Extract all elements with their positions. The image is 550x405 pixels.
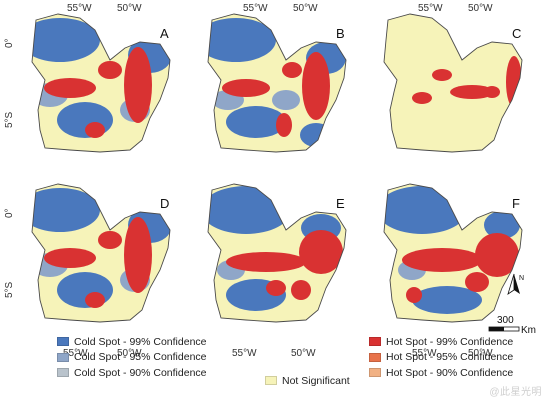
lat-label-top-0: 0°: [4, 38, 15, 48]
panel-B-label: B: [336, 26, 345, 41]
legend-item-hot99: Hot Spot - 99% Confidence: [369, 334, 513, 350]
lon-label-top-right: 50°W: [117, 3, 142, 14]
panel-F-cold99-0: [384, 186, 467, 234]
panel-E-cold99-0: [208, 186, 291, 234]
panel-A-hot99-0: [44, 78, 96, 98]
north-arrow-icon: N: [507, 273, 524, 295]
lon-label-top-right-3: 50°W: [468, 3, 493, 14]
panel-F-hot99-0: [402, 248, 482, 272]
panel-E-hot99-0: [226, 252, 306, 272]
panel-C-hot99-3: [506, 56, 522, 108]
lon-label-top-right-2: 55°W: [418, 3, 443, 14]
legend-hot: Hot Spot - 99% Confidence Hot Spot - 95%…: [369, 334, 513, 381]
panel-D-cold99-0: [32, 188, 100, 232]
scale-bar: 300 Km: [488, 315, 536, 336]
legend-swatch-cold95: [57, 352, 69, 362]
lat-label-bottom-5: 5°S: [4, 281, 15, 298]
map-panel-F: F: [383, 183, 523, 323]
panel-B-hot99-1: [302, 52, 330, 120]
panel-A-cold99-2: [57, 102, 113, 138]
lon-label-top-left: 55°W: [67, 3, 92, 14]
watermark-text: @此星光明: [489, 387, 542, 398]
panel-D-cold99-2: [57, 272, 113, 308]
lon-label-bottom-mid-left: 50°W: [117, 348, 142, 359]
scale-bar-value: 300: [497, 315, 514, 326]
map-panel-B: B: [207, 13, 347, 153]
legend-label-cold99: Cold Spot - 99% Confidence: [74, 335, 207, 348]
panel-C-hot99-2: [412, 92, 432, 104]
legend-item-not-significant: Not Significant: [265, 373, 350, 389]
legend-label-cold90: Cold Spot - 90% Confidence: [74, 366, 207, 379]
panel-B-hot99-2: [282, 62, 302, 78]
panel-A-label: A: [160, 26, 169, 41]
panel-F-hot99-2: [465, 272, 489, 292]
panel-C-label: C: [512, 26, 521, 41]
scale-bar-unit: Km: [521, 325, 536, 336]
panel-C-hot99-4: [484, 86, 500, 98]
panel-B-hot99-0: [222, 79, 270, 97]
panel-F-label: F: [512, 196, 520, 211]
legend-item-cold99: Cold Spot - 99% Confidence: [57, 334, 207, 350]
panel-B-cold95-1: [272, 90, 300, 110]
legend-neutral: Not Significant: [265, 373, 350, 389]
legend-label-hot99: Hot Spot - 99% Confidence: [386, 335, 514, 348]
legend-swatch-hot95: [369, 352, 381, 362]
panel-C-hot99-1: [450, 85, 494, 99]
panel-B-cold99-3: [300, 123, 332, 147]
panel-C-hot99-0: [432, 69, 452, 81]
panel-F-cold99-2: [412, 286, 482, 314]
lon-label-top-mid-right: 50°W: [293, 3, 318, 14]
legend-label-cold95: Cold Spot - 95% Confidence: [74, 351, 207, 364]
panel-D-hot99-1: [124, 217, 152, 293]
panel-D-hot99-2: [98, 231, 122, 249]
lon-label-bottom-mid: 55°W: [232, 348, 257, 359]
lon-label-bottom-mid-right: 50°W: [291, 348, 316, 359]
lat-label-top-5: 5°S: [4, 111, 15, 128]
panel-E-hot99-1: [299, 230, 343, 274]
legend-label-not-significant: Not Significant: [282, 374, 350, 387]
map-panel-C: C: [383, 13, 523, 153]
panel-B-cold99-2: [226, 106, 286, 138]
map-panel-D: D: [31, 183, 171, 323]
panel-A-cold99-0: [32, 18, 100, 62]
legend-cold: Cold Spot - 99% Confidence Cold Spot - 9…: [57, 334, 207, 381]
legend-label-hot90: Hot Spot - 90% Confidence: [386, 366, 514, 379]
legend-label-hot95: Hot Spot - 95% Confidence: [386, 351, 514, 364]
lon-label-bottom-right: 55°W: [412, 348, 437, 359]
panel-F-cold99-1: [484, 211, 520, 239]
panel-A-hot99-2: [98, 61, 122, 79]
lon-label-top-mid-left: 55°W: [243, 3, 268, 14]
legend-item-cold90: Cold Spot - 90% Confidence: [57, 365, 207, 381]
legend-item-hot90: Hot Spot - 90% Confidence: [369, 365, 513, 381]
panel-B-cold99-0: [208, 18, 276, 62]
panel-D-hot99-0: [44, 248, 96, 268]
legend-swatch-cold99: [57, 337, 69, 347]
legend-item-hot95: Hot Spot - 95% Confidence: [369, 350, 513, 366]
legend-swatch-not-significant: [265, 376, 277, 386]
panel-D-hot99-3: [85, 292, 105, 308]
lon-label-bottom-left: 55°W: [63, 348, 88, 359]
panel-D-label: D: [160, 196, 169, 211]
legend-item-cold95: Cold Spot - 95% Confidence: [57, 350, 207, 366]
panel-F-hot99-1: [475, 233, 519, 277]
panel-B-hot99-3: [276, 113, 292, 137]
north-arrow-letter: N: [519, 275, 524, 282]
panel-E-hot99-3: [266, 280, 286, 296]
lat-label-bottom-0: 0°: [4, 208, 15, 218]
legend-swatch-hot99: [369, 337, 381, 347]
legend-swatch-cold90: [57, 368, 69, 378]
map-panel-A: A: [31, 13, 171, 153]
panel-E-hot99-2: [291, 280, 311, 300]
panel-E-label: E: [336, 196, 345, 211]
map-panel-E: E: [207, 183, 347, 323]
panel-A-hot99-3: [85, 122, 105, 138]
panel-F-hot99-3: [406, 287, 422, 303]
lon-label-bottom-right-2: 50°W: [468, 348, 493, 359]
legend-swatch-hot90: [369, 368, 381, 378]
panel-A-hot99-1: [124, 47, 152, 123]
